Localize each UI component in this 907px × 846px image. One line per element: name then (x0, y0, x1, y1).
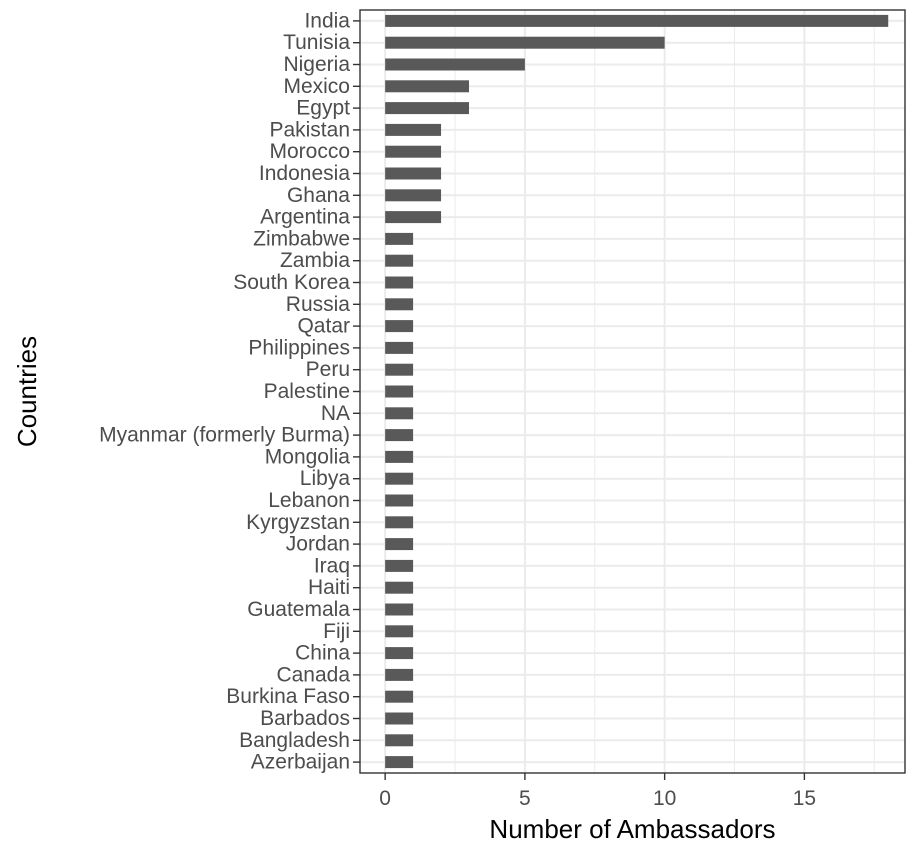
bar-burkina-faso (385, 690, 414, 703)
y-tick-label-china: China (295, 642, 350, 665)
bar-haiti (385, 581, 414, 594)
bar-qatar (385, 320, 414, 333)
bar-argentina (385, 211, 442, 224)
y-tick-label-zimbabwe: Zimbabwe (253, 227, 350, 250)
y-tick-label-mongolia: Mongolia (265, 445, 351, 468)
y-tick-label-argentina: Argentina (260, 206, 350, 229)
bar-mexico (385, 80, 469, 93)
y-tick-label-lebanon: Lebanon (268, 489, 350, 512)
bar-fiji (385, 625, 414, 638)
bar-zimbabwe (385, 232, 414, 245)
bar-barbados (385, 712, 414, 725)
y-tick-label-ghana: Ghana (287, 184, 350, 207)
y-tick-label-guatemala: Guatemala (247, 598, 350, 621)
y-tick-label-pakistan: Pakistan (269, 118, 350, 141)
bar-indonesia (385, 167, 442, 180)
bar-russia (385, 298, 414, 311)
bar-jordan (385, 538, 414, 551)
y-tick-label-burkina-faso: Burkina Faso (226, 685, 350, 708)
bar-myanmar-formerly-burma (385, 429, 414, 442)
bar-canada (385, 668, 414, 681)
x-tick-label-10: 10 (653, 787, 676, 810)
y-tick-label-barbados: Barbados (260, 707, 350, 730)
bar-pakistan (385, 123, 442, 136)
bar-china (385, 647, 414, 660)
y-tick-label-egypt: Egypt (296, 97, 350, 120)
y-tick-label-palestine: Palestine (264, 380, 350, 403)
y-tick-label-south-korea: South Korea (233, 271, 350, 294)
y-tick-label-russia: Russia (286, 293, 351, 316)
y-tick-label-iraq: Iraq (314, 554, 350, 577)
bar-na (385, 407, 414, 420)
x-tick-label-0: 0 (379, 787, 391, 810)
bar-nigeria (385, 58, 525, 71)
bars (385, 14, 889, 769)
bar-india (385, 14, 889, 27)
bar-morocco (385, 145, 442, 158)
bar-zambia (385, 254, 414, 267)
y-tick-label-qatar: Qatar (297, 315, 350, 338)
y-axis-ticks: IndiaTunisiaNigeriaMexicoEgyptPakistanMo… (99, 9, 360, 774)
grid-lines (360, 10, 905, 773)
bar-tunisia (385, 36, 665, 49)
x-axis-title: Number of Ambassadors (489, 814, 775, 844)
y-axis-title: Countries (12, 336, 42, 447)
y-tick-label-indonesia: Indonesia (259, 162, 350, 185)
y-tick-label-zambia: Zambia (280, 249, 350, 272)
bar-philippines (385, 341, 414, 354)
bar-ghana (385, 189, 442, 202)
y-tick-label-jordan: Jordan (286, 533, 350, 556)
bar-lebanon (385, 494, 414, 507)
y-tick-label-na: NA (321, 402, 350, 425)
bar-peru (385, 363, 414, 376)
y-tick-label-mexico: Mexico (283, 75, 350, 98)
bar-bangladesh (385, 734, 414, 747)
bar-kyrgyzstan (385, 516, 414, 529)
y-tick-label-canada: Canada (276, 663, 350, 686)
y-tick-label-haiti: Haiti (308, 576, 350, 599)
y-tick-label-morocco: Morocco (269, 140, 350, 163)
x-tick-label-15: 15 (793, 787, 816, 810)
bar-iraq (385, 559, 414, 572)
bar-libya (385, 472, 414, 485)
y-tick-label-myanmar-formerly-burma: Myanmar (formerly Burma) (99, 424, 350, 447)
bar-azerbaijan (385, 756, 414, 769)
x-axis-ticks: 0 5 10 15 (379, 773, 816, 810)
y-tick-label-bangladesh: Bangladesh (239, 729, 350, 752)
y-tick-label-azerbaijan: Azerbaijan (251, 751, 350, 774)
y-tick-label-libya: Libya (300, 467, 351, 490)
y-tick-label-tunisia: Tunisia (283, 31, 350, 54)
bar-egypt (385, 102, 469, 115)
bar-guatemala (385, 603, 414, 616)
y-tick-label-philippines: Philippines (248, 336, 350, 359)
y-tick-label-india: India (304, 9, 350, 32)
bar-mongolia (385, 450, 414, 463)
y-tick-label-peru: Peru (306, 358, 350, 381)
bar-south-korea (385, 276, 414, 289)
bar-palestine (385, 385, 414, 398)
y-tick-label-fiji: Fiji (323, 620, 350, 643)
x-tick-label-5: 5 (519, 787, 531, 810)
y-tick-label-kyrgyzstan: Kyrgyzstan (246, 511, 350, 534)
y-tick-label-nigeria: Nigeria (283, 53, 350, 76)
